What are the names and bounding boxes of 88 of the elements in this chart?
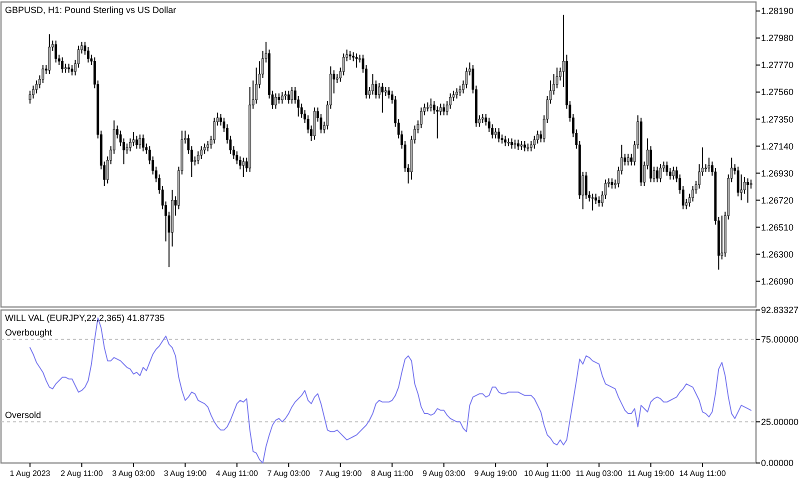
x-tick-label: 9 Aug 19:00 [474, 469, 518, 478]
y-tick-label: 1.27140 [761, 141, 794, 152]
chart-title: GBPUSD, H1: Pound Sterling vs US Dollar [5, 5, 176, 15]
candlestick [278, 92, 280, 104]
candlestick [64, 63, 67, 74]
candlestick [384, 86, 387, 96]
candlestick [672, 166, 675, 180]
x-tick-label: 2 Aug 11:00 [60, 469, 104, 478]
x-tick-label: 1 Aug 2023 [10, 469, 51, 478]
candlestick [284, 90, 287, 100]
candlestick [510, 138, 513, 150]
y-tick-label: 25.00000 [761, 416, 799, 427]
candlestick [54, 40, 58, 63]
candlestick [42, 64, 44, 84]
candlestick [242, 157, 245, 178]
candlestick [591, 193, 594, 211]
candlestick [494, 128, 497, 139]
candlestick [523, 140, 526, 152]
x-tick-label: 9 Aug 03:00 [422, 469, 466, 478]
candlestick [750, 179, 752, 190]
y-tick-label: 1.27980 [761, 33, 794, 44]
candlestick [287, 90, 290, 104]
y-tick-label: 0.00000 [761, 458, 794, 468]
candlestick [514, 139, 516, 150]
candlestick [530, 140, 532, 152]
candlestick [740, 174, 743, 201]
candlestick [498, 128, 500, 143]
candlestick [381, 82, 384, 114]
candlestick [598, 196, 600, 208]
x-tick-label: 8 Aug 11:00 [371, 469, 414, 478]
y-tick-label: 1.26720 [761, 195, 794, 206]
candlestick [274, 92, 277, 110]
y-tick-label: 1.26300 [761, 249, 794, 260]
candlestick [61, 56, 64, 74]
candlestick [372, 74, 374, 96]
y-tick-label: 1.28190 [761, 6, 794, 16]
candlestick [138, 134, 142, 150]
candlestick [520, 140, 523, 150]
y-tick-label: 1.26090 [761, 276, 794, 286]
x-tick-label: 11 Aug 03:00 [576, 469, 623, 478]
y-tick-label: 1.27350 [761, 114, 794, 124]
candlestick [442, 103, 446, 116]
candlestick [666, 161, 668, 176]
y-tick-label: 1.26510 [761, 222, 794, 232]
candlestick [290, 86, 294, 104]
candlestick [48, 34, 51, 75]
y-tick-label: 92.83327 [761, 305, 799, 316]
candlestick [142, 134, 144, 152]
x-tick-label: 4 Aug 11:00 [216, 469, 259, 478]
chart-title: WILL VAL (EURJPY,22,2,365) 41.87735 [5, 313, 165, 323]
candlestick [720, 215, 724, 260]
candlestick [456, 88, 458, 100]
candlestick [736, 166, 740, 197]
candlestick [206, 140, 210, 152]
candlestick [280, 92, 284, 104]
candlestick [348, 50, 352, 60]
candlestick [517, 139, 520, 150]
y-tick-label: 1.26930 [761, 168, 794, 178]
y-tick-label: 1.27560 [761, 87, 794, 98]
candlestick [504, 135, 506, 147]
candlestick [70, 64, 74, 76]
candlestick [135, 135, 138, 150]
candlestick [388, 86, 390, 100]
candlestick [426, 102, 429, 112]
candlestick [68, 63, 70, 74]
x-tick-label: 7 Aug 03:00 [267, 469, 311, 478]
candlestick [610, 178, 614, 190]
candlestick [659, 164, 662, 183]
candlestick [708, 157, 710, 172]
candlestick [536, 130, 539, 144]
candlestick [430, 98, 432, 112]
y-tick-label: 1.27770 [761, 60, 794, 70]
y-tick-label: 75.00000 [761, 334, 799, 345]
x-tick-label: 14 Aug 11:00 [679, 469, 726, 478]
candlestick [481, 113, 484, 124]
candlestick [200, 146, 203, 160]
candlestick [584, 171, 588, 200]
x-tick-label: 10 Aug 11:00 [524, 469, 572, 478]
ref-line-label: Overbought [5, 327, 53, 338]
x-tick-label: 3 Aug 19:00 [164, 469, 208, 478]
candlestick [746, 178, 749, 204]
candlestick [355, 52, 358, 68]
x-tick-label: 3 Aug 03:00 [112, 469, 156, 478]
ref-line-label: Oversold [5, 410, 42, 420]
candlestick [626, 153, 630, 166]
x-tick-label: 11 Aug 19:00 [627, 469, 675, 478]
candlestick [656, 166, 658, 183]
x-tick-label: 7 Aug 19:00 [319, 469, 362, 478]
